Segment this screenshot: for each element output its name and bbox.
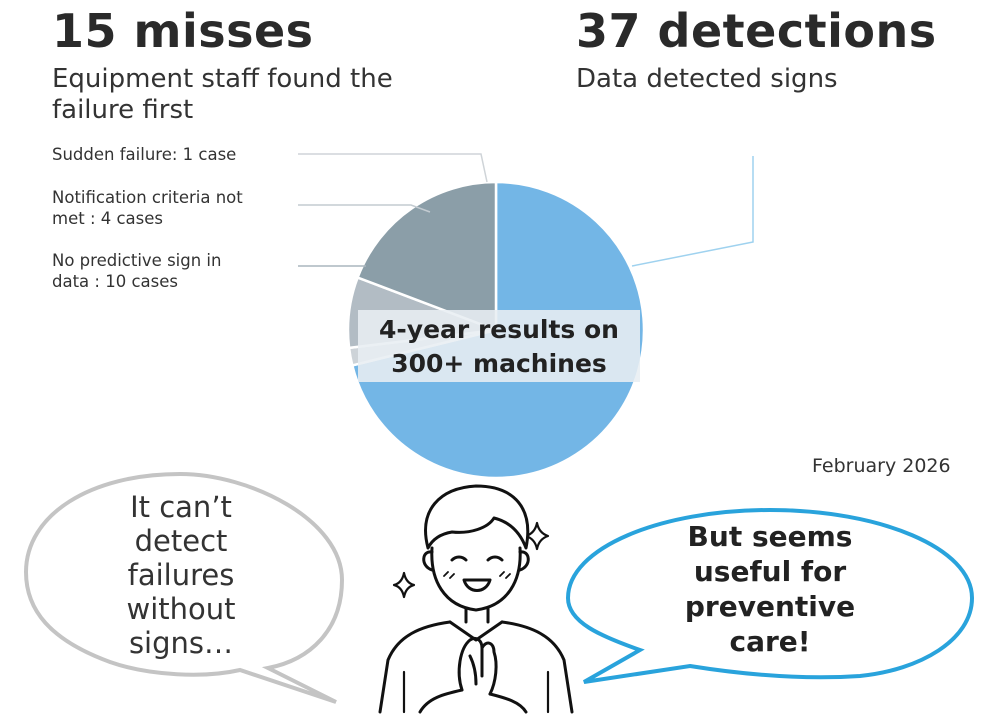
- sparkle-icon-right: [524, 521, 550, 551]
- character-illustration: [378, 484, 574, 714]
- bubble-right-line: preventive: [684, 590, 856, 623]
- label-criteria-line2: met : 4 cases: [52, 209, 164, 228]
- leader-line-detections: [631, 156, 754, 267]
- leader-line-sudden: [298, 153, 488, 183]
- bubble-right-line: useful for: [693, 555, 847, 588]
- label-no-sign-line2: data : 10 cases: [52, 272, 178, 291]
- bubble-left-text: It can’t detect failures without signs…: [86, 490, 276, 660]
- misses-headline: 15 misses: [52, 4, 314, 58]
- speech-bubble-right: [565, 507, 975, 684]
- bubble-right-text: But seems useful for preventive care!: [654, 519, 886, 659]
- sparkle-icon-left: [392, 571, 416, 599]
- bubble-left-line: without: [126, 592, 236, 626]
- detections-desc: Data detected signs: [576, 64, 838, 94]
- label-sudden-failure: Sudden failure: 1 case: [52, 145, 237, 164]
- chart-title-line2: 300+ machines: [391, 349, 607, 378]
- bubble-right-line: care!: [729, 625, 811, 658]
- chart-title-box: 4-year results on 300+ machines: [358, 310, 640, 382]
- detections-headline: 37 detections: [576, 4, 937, 58]
- misses-desc-line2: failure first: [52, 95, 194, 125]
- pie-slice-3: [356, 180, 498, 332]
- label-criteria-line1: Notification criteria not: [52, 188, 243, 207]
- speech-bubble-left: [23, 471, 345, 704]
- bubble-right-line: But seems: [687, 520, 853, 553]
- bubble-left-line: detect: [134, 524, 228, 558]
- date-label: February 2026: [812, 455, 951, 477]
- leader-line-criteria: [298, 204, 431, 213]
- chart-title-line1: 4-year results on: [379, 315, 619, 344]
- bubble-left-line: It can’t: [130, 490, 232, 524]
- bubble-left-line: failures: [127, 558, 235, 592]
- label-no-sign-line1: No predictive sign in: [52, 251, 222, 270]
- misses-desc-line1: Equipment staff found the: [52, 64, 393, 94]
- bubble-left-line: signs…: [128, 626, 234, 660]
